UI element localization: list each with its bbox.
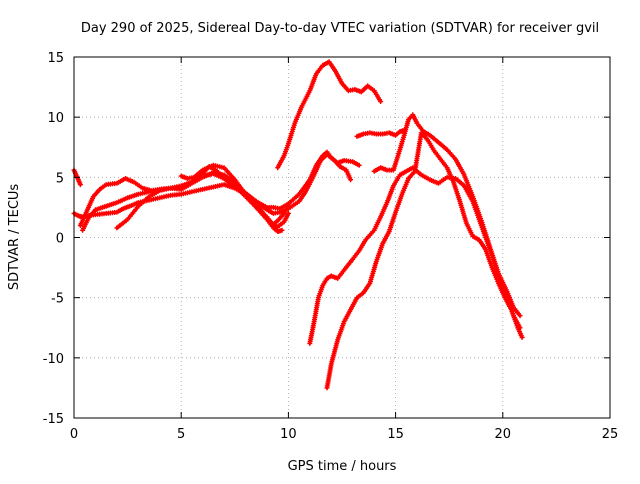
y-tick-label: -15 [43, 412, 64, 427]
series-markers [114, 164, 291, 231]
x-tick-label: 0 [70, 427, 78, 442]
series-arc-5 [114, 164, 291, 231]
x-axis-label: GPS time / hours [288, 459, 397, 474]
series-layer [71, 59, 525, 391]
y-tick-label: 0 [56, 232, 64, 247]
y-axis-label: SDTVAR / TECUs [7, 184, 22, 291]
x-tick-label: 20 [495, 427, 512, 442]
tick-layer: 0 5 10 15 20 25 -15 -10 -5 0 5 10 15 [43, 51, 619, 442]
series-arc-8 [354, 127, 407, 139]
x-tick-label: 5 [177, 427, 185, 442]
series-arc-7 [275, 59, 384, 171]
y-tick-label: -10 [43, 352, 64, 367]
series-markers [307, 165, 523, 346]
y-tick-label: 5 [56, 171, 64, 186]
series-markers [275, 59, 384, 171]
series-arc-10 [307, 165, 523, 346]
grid-layer [74, 57, 610, 418]
series-markers [178, 162, 285, 234]
x-tick-label: 25 [602, 427, 619, 442]
series-arc-11 [324, 130, 525, 391]
y-tick-label: 15 [47, 51, 64, 66]
series-arc-6 [178, 162, 285, 234]
y-tick-label: 10 [47, 111, 64, 126]
y-tick-label: -5 [51, 292, 64, 307]
chart-title: Day 290 of 2025, Sidereal Day-to-day VTE… [81, 21, 599, 36]
series-markers [354, 127, 407, 139]
series-markers [324, 130, 525, 391]
x-tick-label: 15 [387, 427, 404, 442]
x-tick-label: 10 [280, 427, 297, 442]
